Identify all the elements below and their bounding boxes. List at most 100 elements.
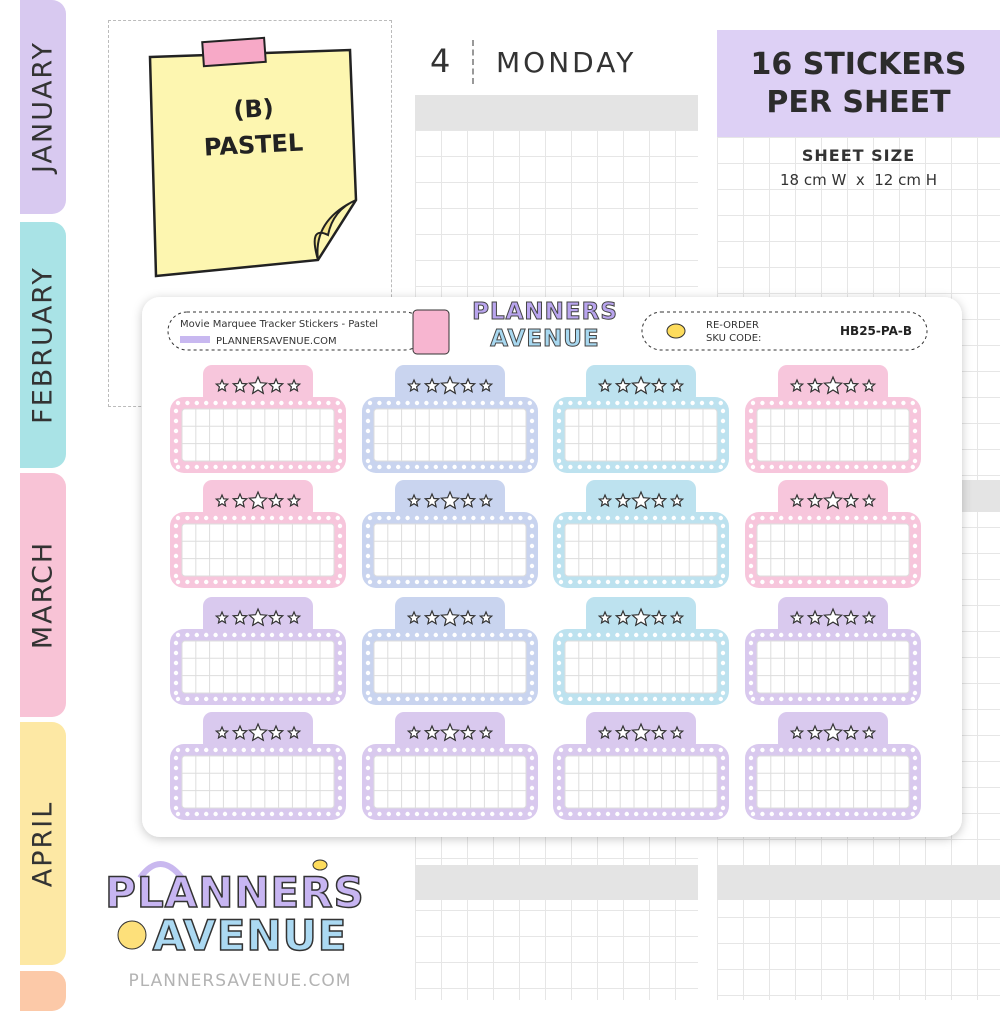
bulb (662, 696, 667, 702)
reorder: RE-ORDER (706, 320, 759, 331)
bulb (365, 660, 371, 666)
bulb (556, 795, 562, 801)
bulb (232, 811, 237, 817)
bulb (910, 515, 915, 521)
bulb (882, 747, 887, 753)
tab[interactable]: MARCH (20, 473, 66, 717)
bulb (720, 543, 726, 549)
day-bar (717, 865, 1000, 900)
bulb (826, 811, 831, 817)
bulb (185, 579, 190, 585)
bulb (414, 400, 420, 406)
bulb (508, 400, 514, 406)
bulb (556, 690, 562, 696)
star (806, 724, 824, 740)
bulb (396, 464, 401, 470)
bee (312, 859, 328, 871)
bulb (826, 400, 831, 406)
bulb (844, 747, 850, 753)
bulb (298, 464, 303, 470)
tab[interactable]: APRIL (20, 722, 66, 965)
bulb (671, 811, 676, 817)
bulb (222, 811, 228, 817)
bulb (396, 515, 401, 521)
bulb (337, 448, 343, 454)
bulb (788, 747, 793, 753)
bulb (788, 696, 793, 702)
bulb (750, 400, 756, 406)
bulb (624, 747, 629, 753)
star (423, 377, 441, 393)
bulb (443, 696, 448, 702)
bulb (788, 579, 793, 585)
bulb (826, 747, 831, 753)
bulb (596, 632, 601, 638)
bulb (529, 805, 535, 811)
bulb (260, 696, 265, 702)
bulb (854, 515, 859, 521)
bulb (173, 785, 179, 791)
bulb (816, 632, 821, 638)
bulb (720, 573, 726, 579)
bulb (760, 632, 765, 638)
bulb (251, 696, 256, 702)
bulb (643, 632, 648, 638)
footer-logo-text: PLANNERS (105, 868, 365, 917)
bulb (194, 696, 199, 702)
star (806, 377, 824, 393)
tab[interactable]: JANUARY (20, 0, 66, 214)
bulb (288, 747, 293, 753)
bulb (699, 632, 705, 638)
star (439, 375, 461, 395)
star (597, 378, 613, 393)
bulb (748, 795, 754, 801)
bulb (527, 811, 532, 817)
bulb (337, 690, 343, 696)
bulb (452, 515, 457, 521)
bulb (452, 579, 457, 585)
bulb (681, 811, 686, 817)
star (439, 490, 461, 510)
bulb (433, 632, 438, 638)
bulb (826, 579, 831, 585)
bulb (788, 632, 793, 638)
bulb (690, 579, 695, 585)
bulb (461, 400, 467, 406)
bulb (577, 696, 582, 702)
bulb (797, 515, 803, 521)
bulb (377, 696, 382, 702)
bulb (298, 515, 303, 521)
bulb (662, 632, 667, 638)
bulb (826, 464, 831, 470)
bulb (396, 632, 401, 638)
bulb (518, 696, 523, 702)
bulb (844, 811, 850, 817)
star (459, 724, 477, 740)
bulb (671, 515, 676, 521)
bulb (556, 755, 562, 761)
bulb (316, 579, 322, 585)
bulb (529, 785, 535, 791)
bulb (556, 660, 562, 666)
bulb (367, 632, 373, 638)
bulb (337, 458, 343, 464)
bulb (499, 579, 504, 585)
bulb (508, 811, 514, 817)
bulb (634, 696, 639, 702)
tab[interactable] (20, 971, 66, 1011)
bulb (185, 696, 190, 702)
bulb (709, 400, 714, 406)
bulb (720, 428, 726, 434)
bulb (269, 515, 275, 521)
bulb (634, 400, 639, 406)
bulb (204, 400, 209, 406)
bulb (615, 632, 620, 638)
tab[interactable]: FEBRUARY (20, 222, 66, 468)
bulb (699, 579, 705, 585)
bulb (337, 755, 343, 761)
bulb (529, 690, 535, 696)
star (861, 378, 877, 393)
bulb (556, 680, 562, 686)
sticker-window (756, 523, 910, 577)
bulb (173, 418, 179, 424)
